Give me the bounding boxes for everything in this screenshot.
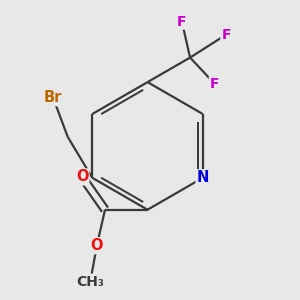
Text: O: O [91, 238, 103, 253]
Text: Br: Br [44, 90, 62, 105]
Text: O: O [76, 169, 88, 184]
Text: F: F [221, 28, 231, 42]
Text: F: F [177, 15, 187, 28]
Text: N: N [196, 170, 209, 185]
Text: CH₃: CH₃ [76, 275, 104, 289]
Text: F: F [210, 77, 219, 91]
